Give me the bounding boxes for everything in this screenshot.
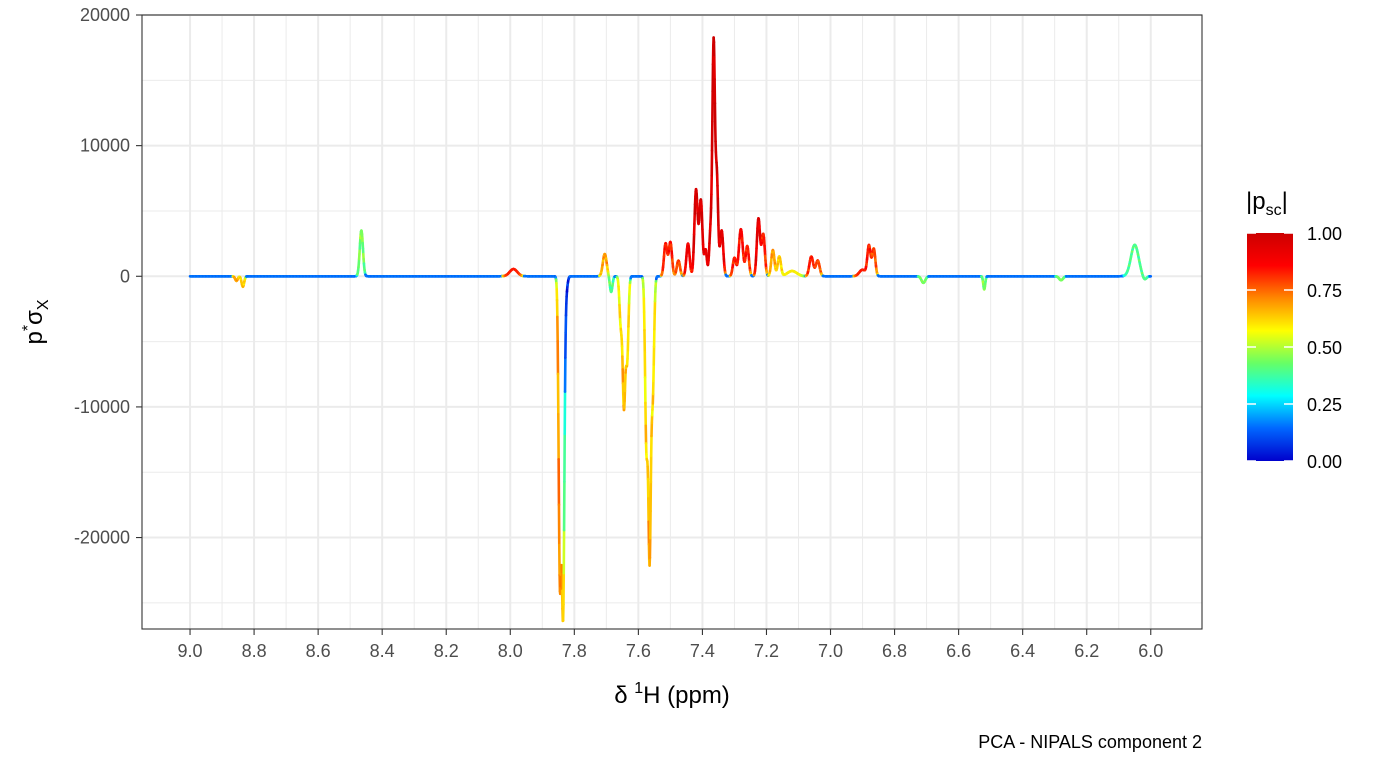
spectrum-line [188, 36, 1153, 623]
x-tick-label: 8.8 [242, 641, 267, 661]
legend-tick-label: 0.25 [1307, 395, 1342, 415]
x-tick-label: 7.2 [754, 641, 779, 661]
legend-tick-label: 0.00 [1307, 452, 1342, 472]
y-axis: -20000 -10000 0 10000 20000 [74, 5, 142, 548]
x-tick-label: 8.4 [370, 641, 395, 661]
y-tick-label: -20000 [74, 528, 130, 548]
x-tick-label: 7.6 [626, 641, 651, 661]
plot-border [141, 14, 1203, 630]
y-tick-label: 0 [120, 266, 130, 286]
x-tick-label: 7.0 [818, 641, 843, 661]
x-tick-label: 6.0 [1138, 641, 1163, 661]
x-tick-label: 6.4 [1010, 641, 1035, 661]
x-tick-label: 7.4 [690, 641, 715, 661]
y-tick-label: 20000 [80, 5, 130, 25]
legend-tick-label: 0.50 [1307, 338, 1342, 358]
legend-tick-label: 1.00 [1307, 224, 1342, 244]
x-tick-label: 6.6 [946, 641, 971, 661]
chart-caption: PCA - NIPALS component 2 [978, 732, 1202, 752]
grid-minor [142, 15, 1202, 629]
x-tick-label: 8.0 [498, 641, 523, 661]
x-axis: 9.0 8.8 8.6 8.4 8.2 8.0 7.8 7.6 7.4 7.2 7.0 6.8 6.6 6… [178, 629, 1163, 661]
x-tick-label: 7.8 [562, 641, 587, 661]
x-tick-label: 9.0 [178, 641, 203, 661]
legend-ticks: 0.00 0.25 0.50 0.75 1.00 [1247, 224, 1342, 472]
x-tick-label: 6.2 [1074, 641, 1099, 661]
y-axis-title: p*σX [20, 299, 52, 344]
y-tick-label: -10000 [74, 397, 130, 417]
y-tick-label: 10000 [80, 136, 130, 156]
x-tick-label: 8.6 [306, 641, 331, 661]
x-axis-title: δ 1H (ppm) [614, 680, 730, 709]
legend-tick-label: 0.75 [1307, 281, 1342, 301]
x-tick-label: 8.2 [434, 641, 459, 661]
x-tick-label: 6.8 [882, 641, 907, 661]
legend-title: |psc| [1246, 188, 1288, 219]
color-legend: |psc| 0.00 0.25 0.50 0.75 1.00 [1246, 188, 1342, 472]
